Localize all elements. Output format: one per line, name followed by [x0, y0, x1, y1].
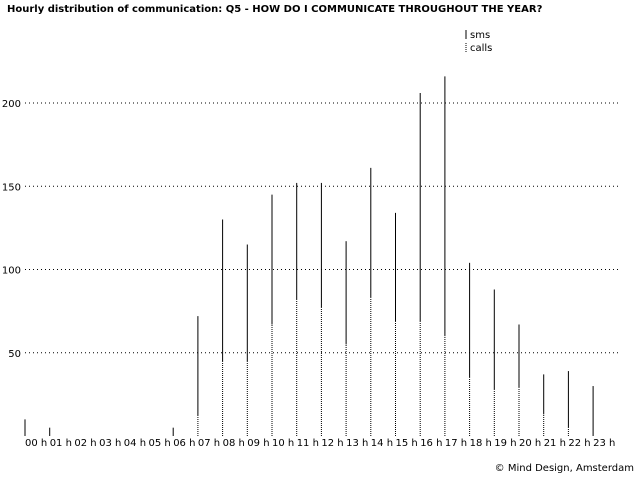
- x-tick-label: 16 h: [420, 438, 442, 449]
- x-tick-label: 07 h: [198, 438, 220, 449]
- x-tick-label: 09 h: [247, 438, 269, 449]
- x-tick-label: 05 h: [149, 438, 171, 449]
- legend-label-sms: sms: [470, 30, 490, 41]
- x-tick-label: 02 h: [74, 438, 96, 449]
- x-tick-label: 22 h: [568, 438, 590, 449]
- x-tick-label: 18 h: [470, 438, 492, 449]
- chart-title: Hourly distribution of communication: Q5…: [7, 4, 543, 15]
- x-tick-label: 00 h: [25, 438, 47, 449]
- x-tick-label: 20 h: [519, 438, 541, 449]
- x-tick-label: 14 h: [371, 438, 393, 449]
- y-tick-label: 50: [8, 349, 21, 360]
- x-tick-label: 23 h: [593, 438, 615, 449]
- x-tick-label: 15 h: [396, 438, 418, 449]
- y-tick-label: 150: [2, 182, 21, 193]
- credit-text: © Mind Design, Amsterdam: [494, 463, 634, 474]
- x-tick-label: 10 h: [272, 438, 294, 449]
- y-axis-ticks: 50 100 150 200: [2, 99, 21, 360]
- x-tick-label: 04 h: [124, 438, 146, 449]
- x-tick-label: 21 h: [544, 438, 566, 449]
- x-tick-label: 08 h: [223, 438, 245, 449]
- y-tick-label: 200: [2, 99, 21, 110]
- x-tick-label: 17 h: [445, 438, 467, 449]
- x-tick-label: 06 h: [173, 438, 195, 449]
- x-tick-label: 03 h: [99, 438, 121, 449]
- x-tick-label: 13 h: [346, 438, 368, 449]
- x-tick-label: 19 h: [494, 438, 516, 449]
- x-axis-ticks: 00 h 01 h 02 h 03 h 04 h 05 h 06 h 07 h 08 h 09 h…: [25, 438, 615, 449]
- legend: sms calls: [465, 30, 492, 54]
- bars: [24, 76, 594, 436]
- y-tick-label: 100: [2, 266, 21, 277]
- x-tick-label: 12 h: [321, 438, 343, 449]
- legend-label-calls: calls: [470, 43, 492, 54]
- x-tick-label: 11 h: [297, 438, 319, 449]
- x-tick-label: 01 h: [50, 438, 72, 449]
